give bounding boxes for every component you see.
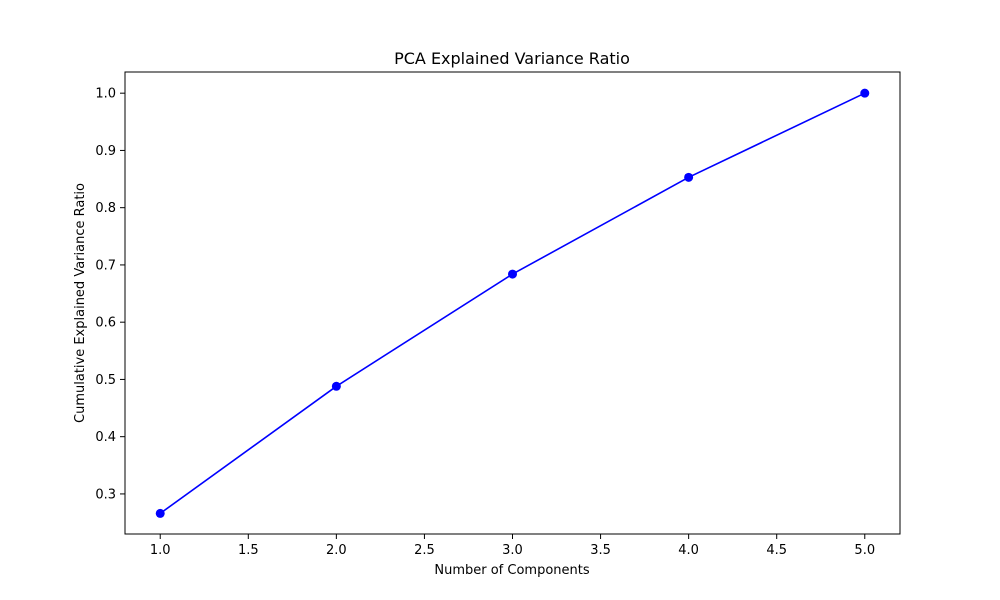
y-axis-label: Cumulative Explained Variance Ratio — [73, 183, 88, 423]
x-tick-label: 4.0 — [678, 543, 699, 558]
x-tick-label: 2.5 — [414, 543, 435, 558]
x-tick-label: 4.5 — [766, 543, 787, 558]
x-tick-label: 5.0 — [854, 543, 875, 558]
data-point — [684, 173, 693, 182]
x-tick-label: 1.5 — [238, 543, 259, 558]
y-tick-label: 0.8 — [95, 201, 116, 216]
data-point — [156, 509, 165, 518]
x-tick-label: 3.0 — [502, 543, 523, 558]
chart-title: PCA Explained Variance Ratio — [394, 49, 630, 68]
axes-frame — [125, 72, 900, 534]
y-tick-label: 0.6 — [95, 316, 116, 331]
data-point — [860, 89, 869, 98]
y-tick-label: 0.5 — [95, 373, 116, 388]
x-tick-label: 3.5 — [590, 543, 611, 558]
x-tick-label: 1.0 — [150, 543, 171, 558]
x-axis-label: Number of Components — [434, 563, 589, 578]
y-tick-label: 0.4 — [95, 430, 116, 445]
data-point — [332, 382, 341, 391]
y-tick-label: 0.9 — [95, 144, 116, 159]
y-tick-label: 0.7 — [95, 258, 116, 273]
series-line — [160, 93, 865, 513]
y-tick-label: 1.0 — [95, 87, 116, 102]
y-tick-label: 0.3 — [95, 487, 116, 502]
x-tick-label: 2.0 — [326, 543, 347, 558]
plot-area: 1.0 1.5 2.0 2.5 3.0 3.5 4.0 4.5 5.0 0.3 0.4 0.5 0.6 0… — [95, 72, 900, 558]
data-point — [508, 270, 517, 279]
